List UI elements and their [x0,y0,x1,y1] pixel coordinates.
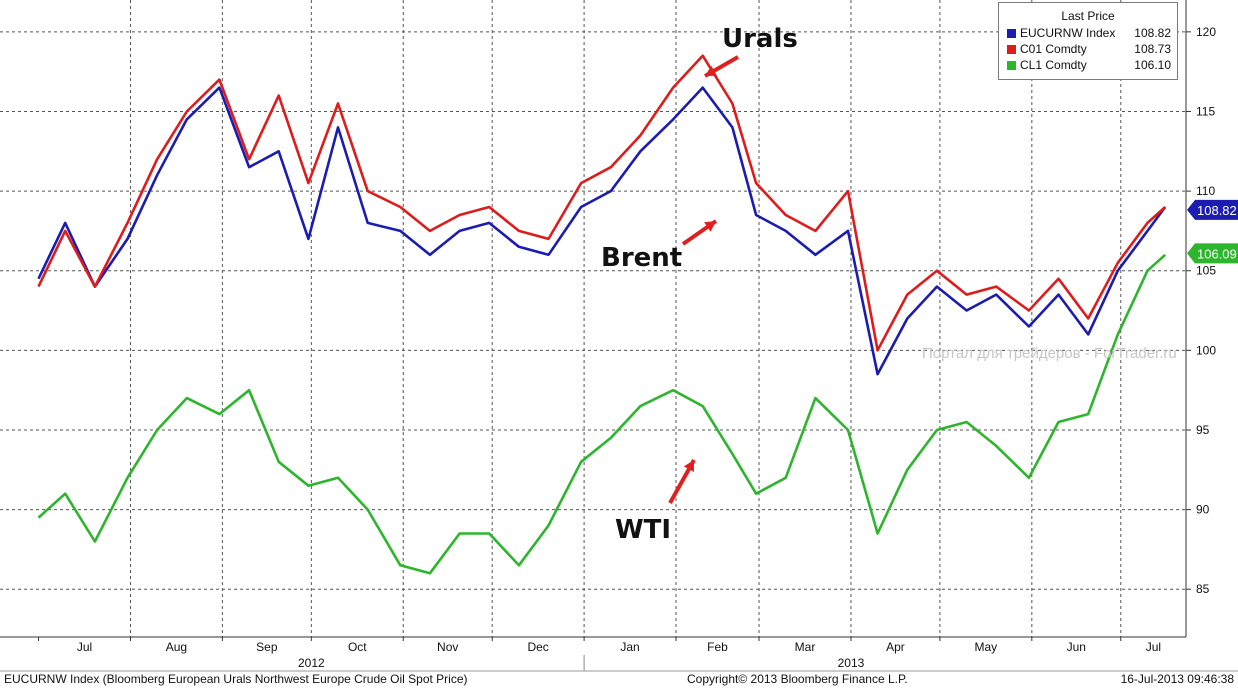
annotation-arrowhead [705,65,717,76]
last-value-tag-label: 106.09 [1197,246,1237,261]
x-tick-label: Apr [886,640,905,654]
x-tick-label: May [975,640,998,654]
legend-entry-value: 106.10 [1134,58,1171,72]
y-tick-label: 90 [1196,503,1210,517]
legend-entry-eucurnw: EUCURNW Index 108.82 [999,25,1177,41]
x-tick-label: Jul [77,640,92,654]
series-line-3 [37,253,1167,575]
legend-swatch [1007,44,1016,54]
legend-swatch [1007,60,1016,70]
x-tick-label: Mar [795,640,816,654]
x-tick-label: Sep [256,640,278,654]
legend: Last Price EUCURNW Index 108.82 C01 Comd… [998,2,1178,80]
x-tick-label: Aug [166,640,187,654]
year-label: 2012 [298,656,325,670]
x-tick-label: Jan [620,640,639,654]
last-value-tag-label: 108.82 [1197,203,1237,218]
y-tick-label: 115 [1196,104,1215,118]
legend-entry-value: 108.73 [1134,42,1171,56]
footer-description: EUCURNW Index (Bloomberg European Urals … [4,672,468,686]
watermark: Портал для трейдеров - ForTrader.ru [922,345,1177,362]
annotation-brent: Brent [601,243,683,273]
grid-lines [0,0,1186,637]
y-tick-label: 120 [1196,25,1216,39]
axes [0,0,1238,672]
legend-entry-name: EUCURNW Index [1020,26,1116,40]
legend-entry-co1: C01 Comdty 108.73 [999,41,1177,57]
annotation-arrowhead [704,221,716,232]
footer-timestamp: 16-Jul-2013 09:46:38 [1120,672,1234,686]
annotation-arrowhead [683,460,694,472]
last-value-tag-bg [1187,243,1238,264]
y-tick-label: 110 [1196,184,1215,198]
series-line-2 [37,54,1167,352]
series-lines [37,54,1167,575]
legend-title: Last Price [1061,9,1115,23]
x-tick-label: Jun [1067,640,1086,654]
last-value-tag: 108.82 [1187,199,1238,220]
tick-labels: 85 90 95 100 105 110 115 120 Jul Aug Sep Oct Nov Dec J… [77,25,1217,670]
x-tick-label: Oct [348,640,367,654]
series-line-1 [37,86,1167,376]
annotation-urals: Urals [722,24,798,54]
y-tick-label: 85 [1196,582,1210,596]
legend-entry-value: 108.82 [1134,26,1171,40]
y-tick-label: 105 [1196,264,1216,278]
x-tick-label: Dec [527,640,548,654]
x-tick-label: Nov [437,640,458,654]
x-tick-label: Jul [1146,640,1161,654]
last-value-tags: 108.82 106.09 [1187,199,1238,264]
legend-swatch [1007,28,1016,38]
annotation-wti: WTI [615,515,672,545]
last-value-tag-bg [1187,199,1238,220]
y-tick-label: 95 [1196,423,1210,437]
legend-entry-name: CL1 Comdty [1020,58,1087,72]
footer-copyright: Copyright© 2013 Bloomberg Finance L.P. [687,672,908,686]
annotation-arrows [668,55,739,504]
year-label: 2013 [838,656,865,670]
y-tick-label: 100 [1196,343,1216,357]
legend-entry-name: C01 Comdty [1020,42,1087,56]
legend-entry-cl1: CL1 Comdty 106.10 [999,57,1177,73]
x-tick-label: Feb [707,640,728,654]
last-value-tag: 106.09 [1187,243,1238,264]
